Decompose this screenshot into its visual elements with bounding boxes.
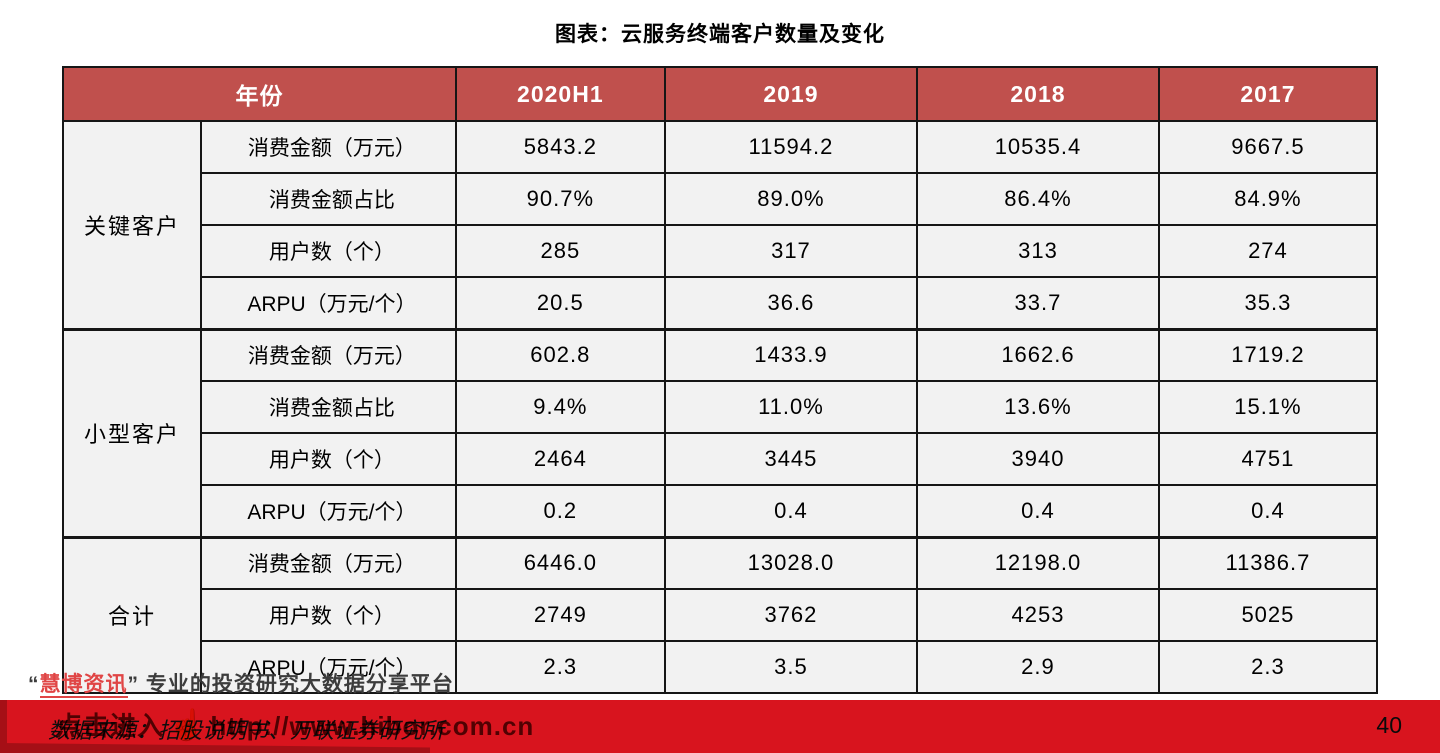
value-cell: 5843.2 [454, 120, 666, 174]
footer-bar: 数据来源：招股说明书、万联证券研究所 点击进入 ☝ http://www.hibor… [0, 700, 1440, 753]
value-cell: 11386.7 [1157, 535, 1379, 590]
value-cell: 3940 [916, 432, 1160, 486]
metric-label: 用户数（个） [199, 588, 457, 642]
value-cell: 2749 [454, 588, 666, 642]
value-cell: 15.1% [1157, 380, 1379, 434]
metric-label: 用户数（个） [199, 432, 457, 486]
metric-label: 消费金额占比 [199, 380, 457, 434]
value-cell: 89.0% [663, 172, 919, 226]
value-cell: 274 [1157, 224, 1379, 278]
watermark-tagline: 专业的投资研究大数据分享平台 [145, 673, 454, 696]
value-cell: 0.2 [454, 484, 666, 538]
value-cell: 36.6 [663, 276, 919, 330]
value-cell: 285 [454, 224, 666, 278]
value-cell: 13028.0 [663, 535, 919, 590]
table-body: 关键客户 消费金额（万元） 5843.2 11594.2 10535.4 9667.5 消费… [62, 120, 1379, 694]
table-row: 用户数（个） 285 317 313 274 [63, 224, 1379, 278]
metric-label: ARPU（万元/个） [199, 640, 457, 694]
value-cell: 0.4 [1157, 484, 1379, 538]
table-row: 小型客户 消费金额（万元） 602.8 1433.9 1662.6 1719.2 [62, 327, 1379, 538]
value-cell: 0.4 [916, 484, 1160, 538]
value-cell: 35.3 [1157, 276, 1379, 330]
value-cell: 2464 [454, 432, 666, 486]
value-cell: 3762 [663, 588, 919, 642]
watermark-open-quote: “ [28, 673, 40, 696]
table-row: 消费金额占比 9.4% 11.0% 13.6% 15.1% [63, 380, 1379, 434]
table-row: 消费金额占比 90.7% 89.0% 86.4% 84.9% [63, 172, 1379, 226]
value-cell: 11.0% [663, 380, 919, 434]
table-row: 关键客户 消费金额（万元） 5843.2 11594.2 10535.4 9667.5 [62, 120, 1379, 330]
hibor-link-label[interactable]: 点击进入 [56, 711, 165, 741]
page-number: 40 [1376, 712, 1402, 738]
value-cell: 33.7 [916, 276, 1160, 330]
value-cell: 1662.6 [916, 327, 1160, 382]
value-cell: 86.4% [916, 172, 1160, 226]
value-cell: 1433.9 [663, 327, 919, 382]
table-row: 用户数（个） 2749 3762 4253 5025 [63, 588, 1379, 642]
watermark-hibor: “慧博资讯” 专业的投资研究大数据分享平台 [28, 668, 454, 698]
table-row: ARPU（万元/个） 2.3 3.5 2.9 2.3 [63, 640, 1379, 694]
value-cell: 0.4 [663, 484, 919, 538]
metric-label: 消费金额（万元） [199, 120, 457, 174]
table-row: ARPU（万元/个） 20.5 36.6 33.7 35.3 [63, 276, 1379, 330]
group-label: 合计 [62, 535, 202, 694]
value-cell: 2.3 [1157, 640, 1379, 694]
year-header-2017: 2017 [1157, 66, 1379, 122]
value-cell: 90.7% [454, 172, 666, 226]
table-row: 用户数（个） 2464 3445 3940 4751 [63, 432, 1379, 486]
value-cell: 10535.4 [916, 120, 1160, 174]
metric-label: 消费金额占比 [199, 172, 457, 226]
value-cell: 602.8 [454, 327, 666, 382]
value-cell: 6446.0 [454, 535, 666, 590]
metric-label: 用户数（个） [199, 224, 457, 278]
year-header-2020H1: 2020H1 [454, 66, 666, 122]
metric-label: ARPU（万元/个） [199, 484, 457, 538]
group-label: 小型客户 [62, 327, 202, 538]
value-cell: 5025 [1157, 588, 1379, 642]
value-cell: 9667.5 [1157, 120, 1379, 174]
value-cell: 12198.0 [916, 535, 1160, 590]
customer-data-table: 年份 2020H1 2019 2018 2017 关键客户 消费金额（万元） 5843.2 1… [62, 66, 1379, 694]
value-cell: 313 [916, 224, 1160, 278]
table-header: 年份 2020H1 2019 2018 2017 [62, 66, 1379, 122]
watermark-brand-link[interactable]: 慧博资讯 [39, 673, 128, 698]
value-cell: 2.3 [454, 640, 666, 694]
year-header-2019: 2019 [663, 66, 919, 122]
value-cell: 1719.2 [1157, 327, 1379, 382]
watermark-close-quote: ” [127, 673, 139, 696]
year-column-header: 年份 [62, 66, 457, 122]
value-cell: 9.4% [454, 380, 666, 434]
table-row: 合计 消费金额（万元） 6446.0 13028.0 12198.0 11386.7 [62, 535, 1379, 694]
hibor-link-url[interactable]: http://www.hibor.com.cn [210, 711, 535, 741]
value-cell: 20.5 [454, 276, 666, 330]
value-cell: 13.6% [916, 380, 1160, 434]
metric-label: ARPU（万元/个） [199, 276, 457, 330]
value-cell: 11594.2 [663, 120, 919, 174]
value-cell: 317 [663, 224, 919, 278]
year-header-2018: 2018 [916, 66, 1160, 122]
value-cell: 4751 [1157, 432, 1379, 486]
table-row: ARPU（万元/个） 0.2 0.4 0.4 0.4 [63, 484, 1379, 538]
value-cell: 84.9% [1157, 172, 1379, 226]
metric-label: 消费金额（万元） [199, 327, 457, 382]
value-cell: 2.9 [916, 640, 1160, 694]
page-title: 图表：云服务终端客户数量及变化 [555, 21, 885, 46]
metric-label: 消费金额（万元） [199, 535, 457, 590]
value-cell: 3.5 [663, 640, 919, 694]
value-cell: 3445 [663, 432, 919, 486]
value-cell: 4253 [916, 588, 1160, 642]
data-source-text: 数据来源：招股说明书、万联证券研究所 [48, 719, 445, 744]
group-label: 关键客户 [62, 120, 202, 330]
hibor-link[interactable]: 点击进入 ☝ http://www.hibor.com.cn [56, 706, 534, 743]
pointing-hand-icon: ☝ [168, 709, 207, 742]
